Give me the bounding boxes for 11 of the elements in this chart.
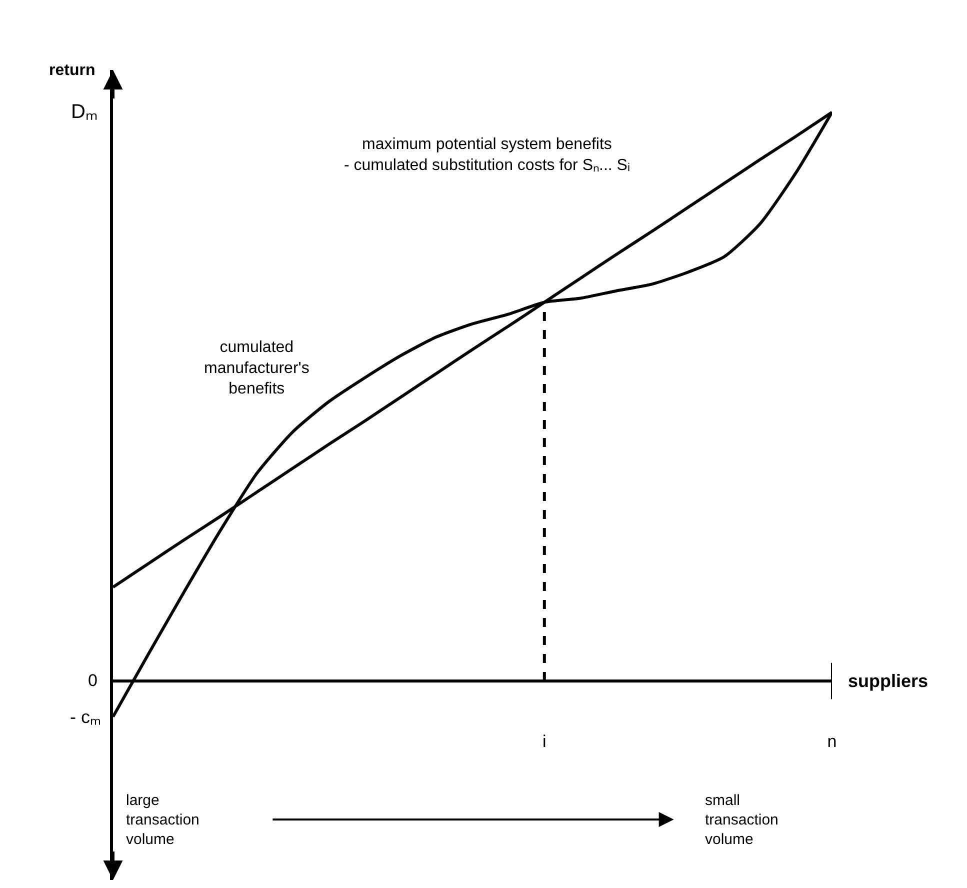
text: small transaction volume <box>705 792 778 848</box>
text: 0 <box>88 671 98 690</box>
x-tick-label: i <box>542 732 546 751</box>
x-tick-label: n <box>827 732 837 751</box>
annotation: cumulated manufacturer's benefits <box>204 339 310 398</box>
annotation: maximum potential system benefits - cumulated substitution costs for Sₙ... Sᵢ <box>344 136 630 174</box>
y-axis-title: return <box>49 62 96 79</box>
text: Dₘ <box>71 101 98 123</box>
text: large transaction volume <box>126 792 200 848</box>
text: - cₘ <box>70 707 101 727</box>
x-axis-title: suppliers <box>848 671 928 691</box>
